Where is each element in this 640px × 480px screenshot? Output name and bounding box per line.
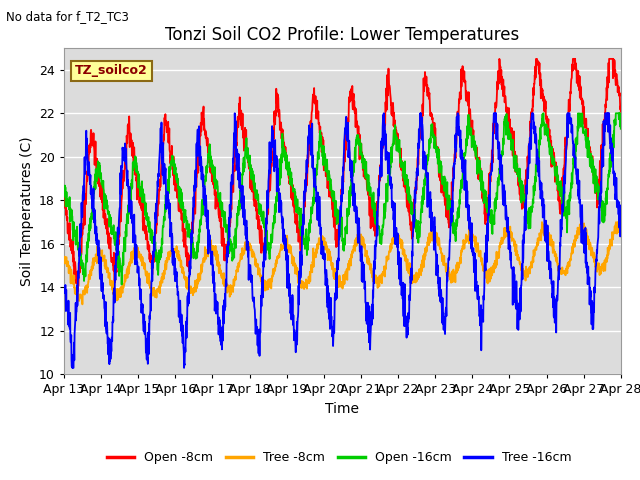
X-axis label: Time: Time bbox=[325, 402, 360, 416]
Text: TZ_soilco2: TZ_soilco2 bbox=[75, 64, 148, 77]
Title: Tonzi Soil CO2 Profile: Lower Temperatures: Tonzi Soil CO2 Profile: Lower Temperatur… bbox=[165, 25, 520, 44]
Legend: Open -8cm, Tree -8cm, Open -16cm, Tree -16cm: Open -8cm, Tree -8cm, Open -16cm, Tree -… bbox=[102, 446, 577, 469]
Y-axis label: Soil Temperatures (C): Soil Temperatures (C) bbox=[20, 136, 33, 286]
Text: No data for f_T2_TC3: No data for f_T2_TC3 bbox=[6, 10, 129, 23]
